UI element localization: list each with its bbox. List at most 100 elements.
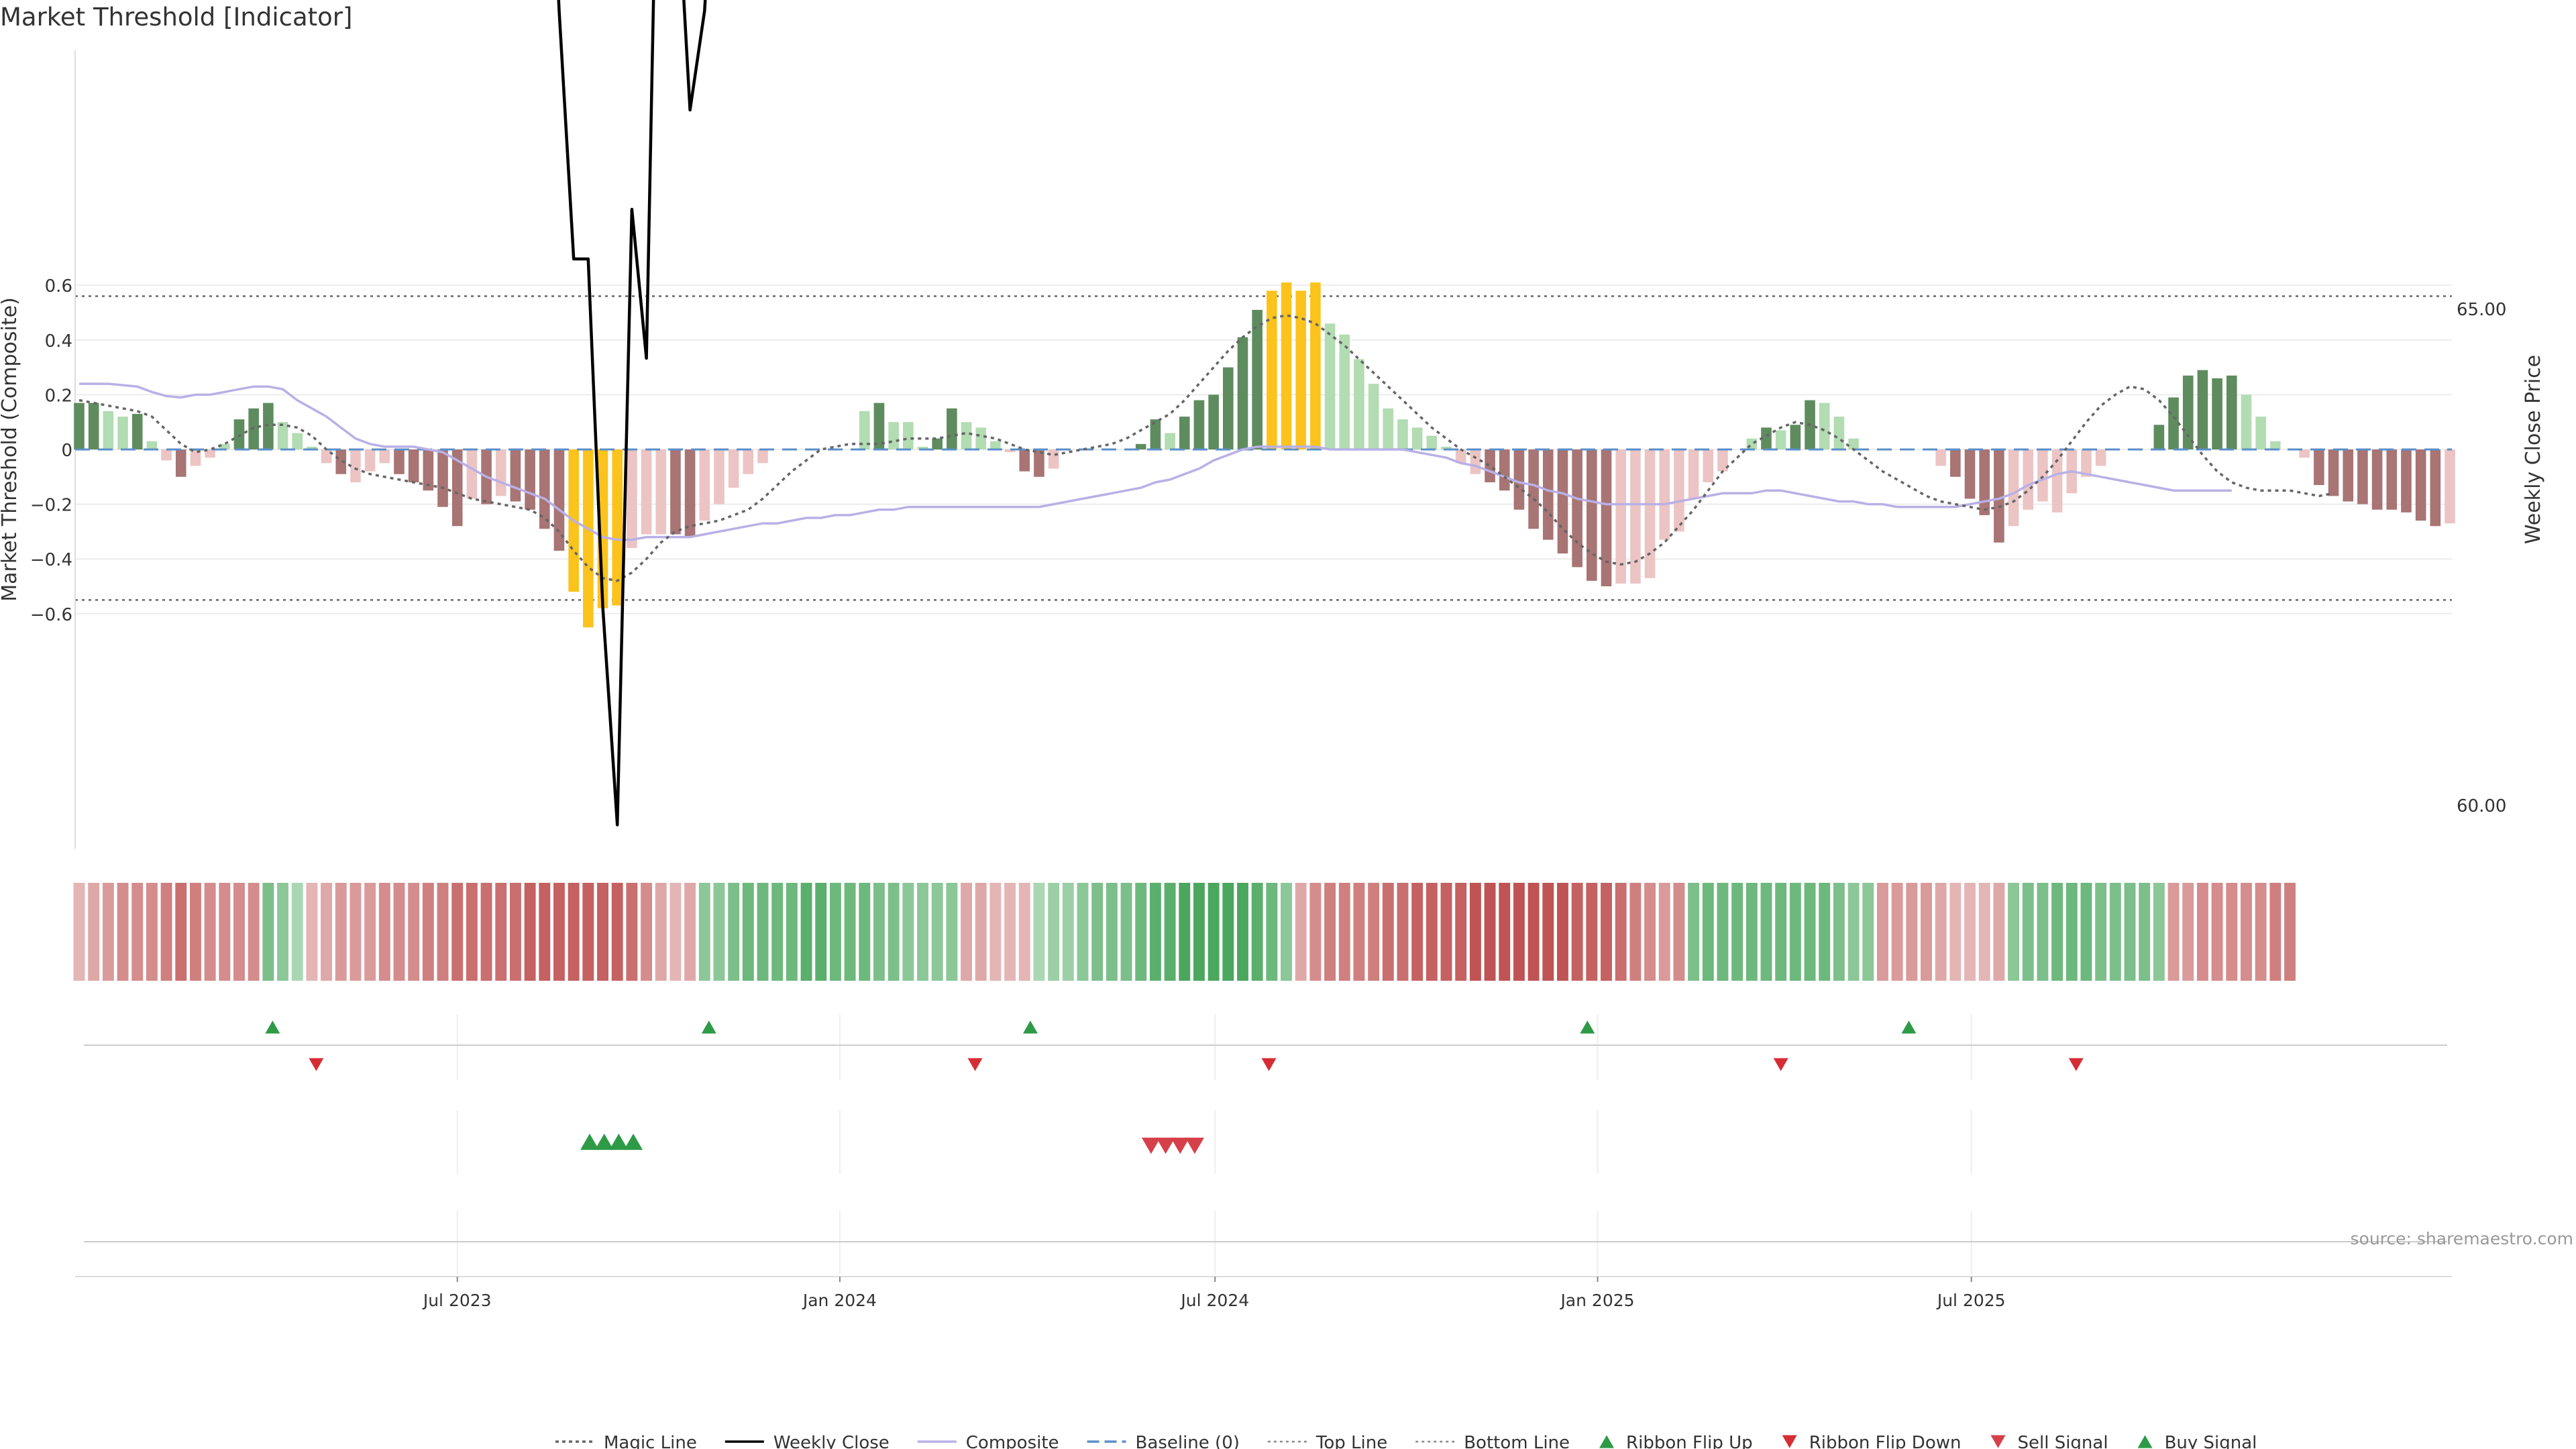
legend-item: Sell Signal [1990, 1433, 2108, 1449]
ribbon-cell [1891, 883, 1903, 981]
composite-bar [1557, 449, 1568, 554]
ribbon-cell [1571, 883, 1583, 981]
composite-bar [757, 449, 768, 464]
ribbon-cell [1397, 883, 1409, 981]
right-tick-label: 60.00 [2457, 796, 2506, 816]
ribbon-cell [1149, 883, 1161, 981]
ribbon-cell [1586, 883, 1598, 981]
ribbon-cell [553, 883, 565, 981]
legend-label: Buy Signal [2165, 1433, 2257, 1449]
legend-swatch [1990, 1435, 2006, 1448]
ribbon-cell [1876, 883, 1888, 981]
legend-label: Top Line [1316, 1433, 1387, 1449]
composite-bar [1703, 449, 1714, 482]
composite-bar [1688, 449, 1699, 499]
legend-swatch [1782, 1435, 1797, 1448]
composite-bar [1193, 400, 1205, 449]
ribbon-cell [2269, 883, 2282, 981]
ribbon-cell [975, 883, 987, 981]
composite-bar [2226, 375, 2237, 449]
ribbon-cell [2196, 883, 2208, 981]
ribbon-cell [1557, 883, 1568, 981]
composite-bar [2037, 449, 2048, 502]
ribbon-cell [1775, 883, 1787, 981]
composite-bar [1572, 449, 1582, 568]
ribbon-cell [364, 883, 376, 981]
right-axis-title: Weekly Close Price [2522, 355, 2545, 544]
ribbon-cell [1062, 883, 1074, 981]
ribbon-cell [88, 883, 100, 981]
ribbon-cell [146, 883, 158, 981]
composite-bar [1470, 449, 1481, 474]
ribbon-cell [277, 883, 288, 981]
ribbon-cell [422, 883, 434, 981]
ribbon-cell [524, 883, 536, 981]
ribbon-cell [2051, 883, 2063, 981]
composite-bar [1659, 449, 1670, 540]
composite-bar [2328, 449, 2339, 496]
composite-bar [655, 449, 667, 535]
ribbon-cell [1601, 883, 1612, 981]
composite-bar [903, 422, 914, 449]
legend-label: Weekly Close [773, 1433, 890, 1449]
legend-item: Baseline (0) [1087, 1433, 1240, 1449]
ribbon-cell [1542, 883, 1554, 981]
ribbon-cell [1993, 883, 2005, 981]
composite-bar [2255, 417, 2266, 449]
composite-bar [74, 402, 85, 449]
composite-bar [2197, 370, 2208, 449]
composite-bar [684, 449, 696, 537]
ribbon-cell [684, 883, 696, 981]
composite-bar [1790, 425, 1801, 449]
ribbon-cell [2109, 883, 2121, 981]
composite-bar [525, 449, 535, 510]
ribbon-cell [873, 883, 885, 981]
composite-bar [307, 446, 317, 449]
ribbon-cell [1281, 883, 1292, 981]
ribbon-cell [1237, 883, 1248, 981]
ribbon-cell [800, 883, 812, 981]
composite-bar [1979, 449, 1990, 515]
ribbon-cell [2255, 883, 2267, 981]
x-tick-label: Jul 2023 [422, 1291, 492, 1310]
ribbon-cell [73, 883, 85, 981]
left-tick-label: 0.4 [45, 331, 72, 352]
ribbon-cell [917, 883, 928, 981]
legend-item: Ribbon Flip Down [1782, 1433, 1961, 1449]
ribbon-cell [1266, 883, 1278, 981]
ribbon-cell [1906, 883, 1918, 981]
ribbon-cell [1513, 883, 1525, 981]
buy-signal-marker [594, 1133, 614, 1150]
composite-bar [1950, 449, 1961, 477]
ribbon-cell [844, 883, 856, 981]
ribbon-flip-down-marker [967, 1058, 983, 1071]
ribbon-cell [1222, 883, 1234, 981]
composite-bar [1615, 449, 1626, 584]
ribbon-cell [1847, 883, 1860, 981]
composite-bar [627, 449, 637, 548]
ribbon-cell [1978, 883, 1990, 981]
left-tick-label: 0.2 [45, 386, 72, 406]
left-axis-title: Market Threshold (Composite) [0, 297, 21, 602]
x-tick-label: Jul 2024 [1179, 1291, 1249, 1310]
composite-bar [1528, 449, 1539, 529]
ribbon-cell [698, 883, 710, 981]
ribbon-cell [437, 883, 449, 981]
ribbon-cell [1804, 883, 1816, 981]
ribbon-cell [117, 883, 129, 981]
ribbon-cell [175, 883, 187, 981]
ribbon-cell [611, 883, 623, 981]
composite-bar [641, 449, 652, 535]
composite-bar [699, 449, 710, 521]
ribbon-cell [539, 883, 551, 981]
composite-line [79, 382, 2232, 541]
composite-bar [510, 449, 521, 502]
ribbon-cell [1295, 883, 1307, 981]
composite-bar [917, 446, 928, 449]
composite-bar [1964, 449, 1976, 499]
ribbon-cell [1426, 883, 1438, 981]
ribbon-flip-up-marker [701, 1020, 716, 1034]
composite-bar [2386, 449, 2398, 510]
composite-bar [466, 449, 478, 499]
